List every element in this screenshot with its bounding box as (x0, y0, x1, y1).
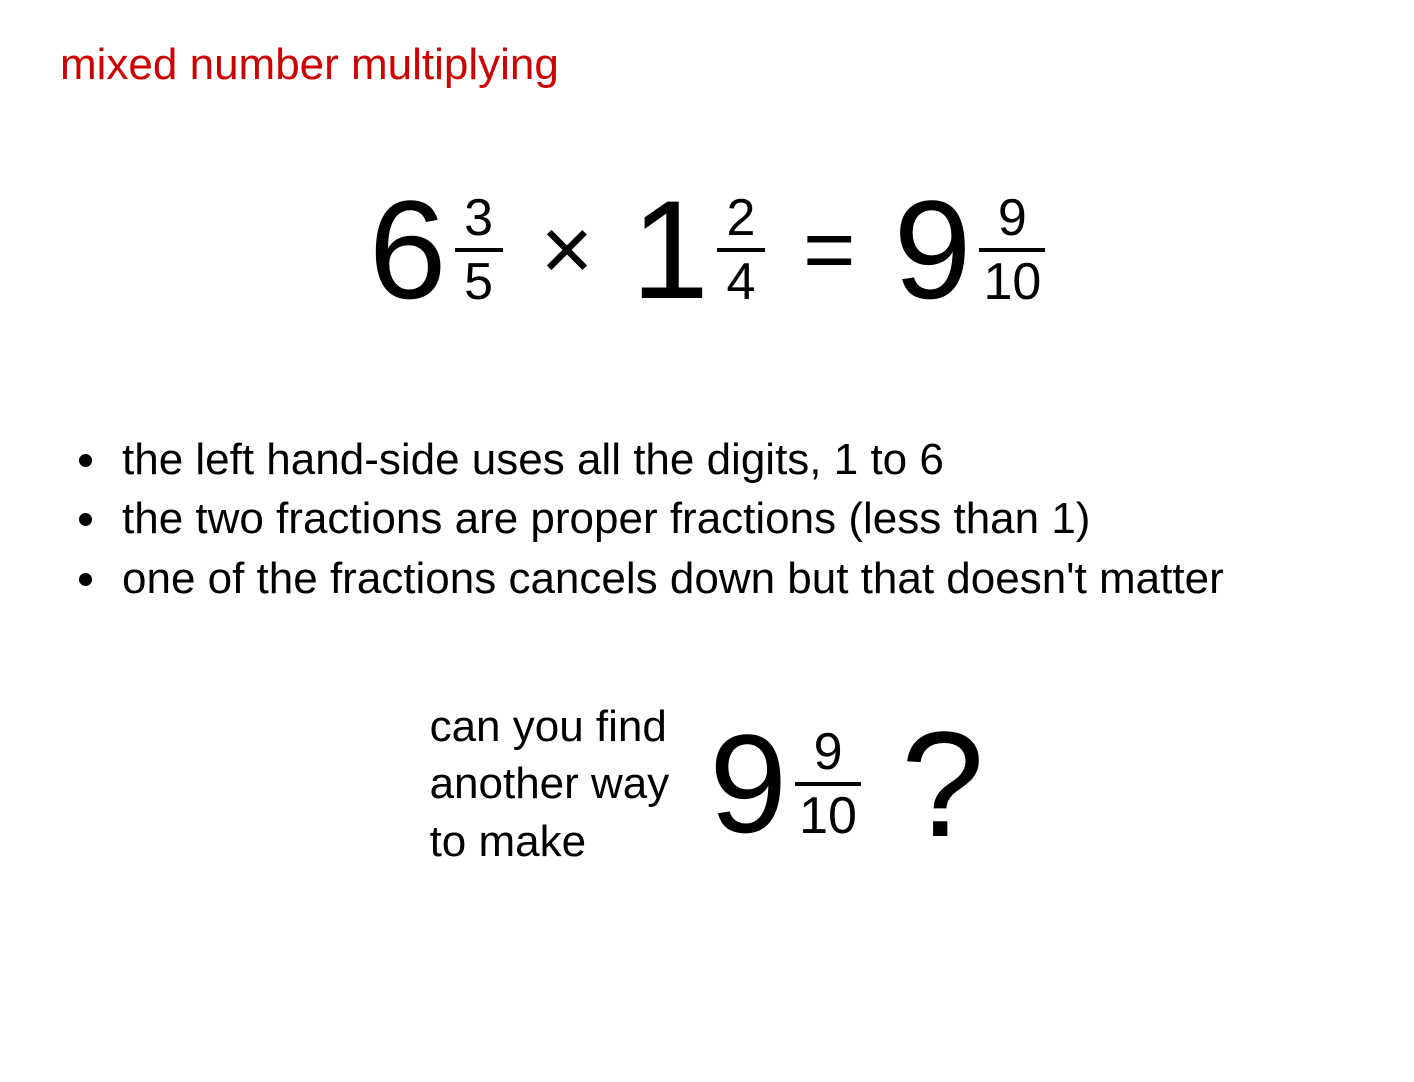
question-whole: 9 (709, 714, 787, 854)
equals-operator: = (795, 205, 864, 295)
denominator-result: 10 (979, 256, 1045, 308)
numerator-result: 9 (994, 192, 1031, 244)
slide-title: mixed number multiplying (60, 40, 1354, 90)
multiply-operator: × (533, 205, 602, 295)
fraction-bar (717, 248, 765, 252)
whole-result: 9 (894, 180, 972, 320)
question-mark: ? (901, 709, 984, 859)
fraction-bar (795, 782, 861, 786)
question-denominator: 10 (795, 790, 861, 842)
fraction-2: 2 4 (717, 192, 765, 308)
mixed-number-2: 1 2 4 (631, 180, 765, 320)
question-numerator: 9 (810, 726, 847, 778)
main-equation: 6 3 5 × 1 2 4 = 9 9 10 (60, 180, 1354, 320)
bullet-item: one of the fractions cancels down but th… (112, 549, 1354, 608)
whole-1: 6 (369, 180, 447, 320)
numerator-2: 2 (723, 192, 760, 244)
fraction-result: 9 10 (979, 192, 1045, 308)
fraction-bar (455, 248, 503, 252)
bullet-item: the two fractions are proper fractions (… (112, 489, 1354, 548)
question-mixed-number: 9 9 10 (709, 714, 861, 854)
denominator-2: 4 (723, 256, 760, 308)
whole-2: 1 (631, 180, 709, 320)
question-row: can you find another way to make 9 9 10 … (60, 698, 1354, 870)
bullet-list: the left hand-side uses all the digits, … (60, 430, 1354, 608)
fraction-bar (979, 248, 1045, 252)
fraction-1: 3 5 (455, 192, 503, 308)
denominator-1: 5 (460, 256, 497, 308)
numerator-1: 3 (460, 192, 497, 244)
question-text: can you find another way to make (430, 698, 670, 870)
mixed-number-result: 9 9 10 (894, 180, 1046, 320)
slide: mixed number multiplying 6 3 5 × 1 2 4 =… (0, 0, 1414, 1082)
bullet-item: the left hand-side uses all the digits, … (112, 430, 1354, 489)
mixed-number-1: 6 3 5 (369, 180, 503, 320)
question-fraction: 9 10 (795, 726, 861, 842)
